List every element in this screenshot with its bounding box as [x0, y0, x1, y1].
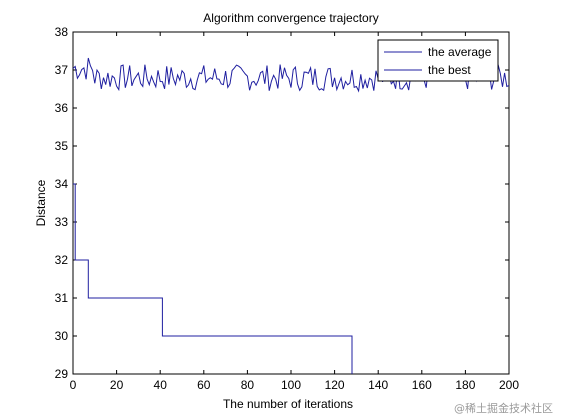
y-tick-label: 32: [55, 253, 69, 267]
x-tick-label: 80: [241, 378, 255, 392]
x-tick-label: 180: [455, 378, 475, 392]
legend: the average the best: [377, 39, 499, 82]
plot-area: [72, 31, 510, 375]
series-best-line: [73, 183, 353, 374]
y-tick-label: 34: [55, 177, 69, 191]
axis-ticks: 29 30 31 32 33 34 35 36 37 38 0 20 40 60 80 100 120 140 16…: [55, 25, 520, 392]
y-axis-label: Distance: [34, 179, 48, 226]
y-tick-label: 33: [55, 215, 69, 229]
y-tick-label: 37: [55, 63, 69, 77]
y-tick-label: 29: [55, 367, 69, 381]
legend-label-best: the best: [428, 63, 471, 77]
x-tick-label: 60: [197, 378, 211, 392]
watermark: @稀土掘金技术社区: [454, 402, 553, 415]
chart-title: Algorithm convergence trajectory: [203, 11, 378, 25]
x-tick-label: 0: [70, 378, 77, 392]
legend-box: [377, 39, 499, 82]
x-tick-label: 140: [368, 378, 388, 392]
x-tick-label: 40: [154, 378, 168, 392]
x-tick-label: 100: [281, 378, 301, 392]
x-axis-label: The number of iterations: [223, 397, 353, 411]
y-tick-label: 31: [55, 291, 69, 305]
x-tick-label: 120: [325, 378, 345, 392]
x-tick-label: 160: [412, 378, 432, 392]
y-tick-label: 36: [55, 101, 69, 115]
x-tick-label: 200: [499, 378, 519, 392]
y-tick-label: 38: [55, 25, 69, 39]
x-tick-label: 20: [110, 378, 124, 392]
y-tick-label: 35: [55, 139, 69, 153]
legend-label-average: the average: [428, 45, 492, 59]
y-tick-label: 30: [55, 329, 69, 343]
